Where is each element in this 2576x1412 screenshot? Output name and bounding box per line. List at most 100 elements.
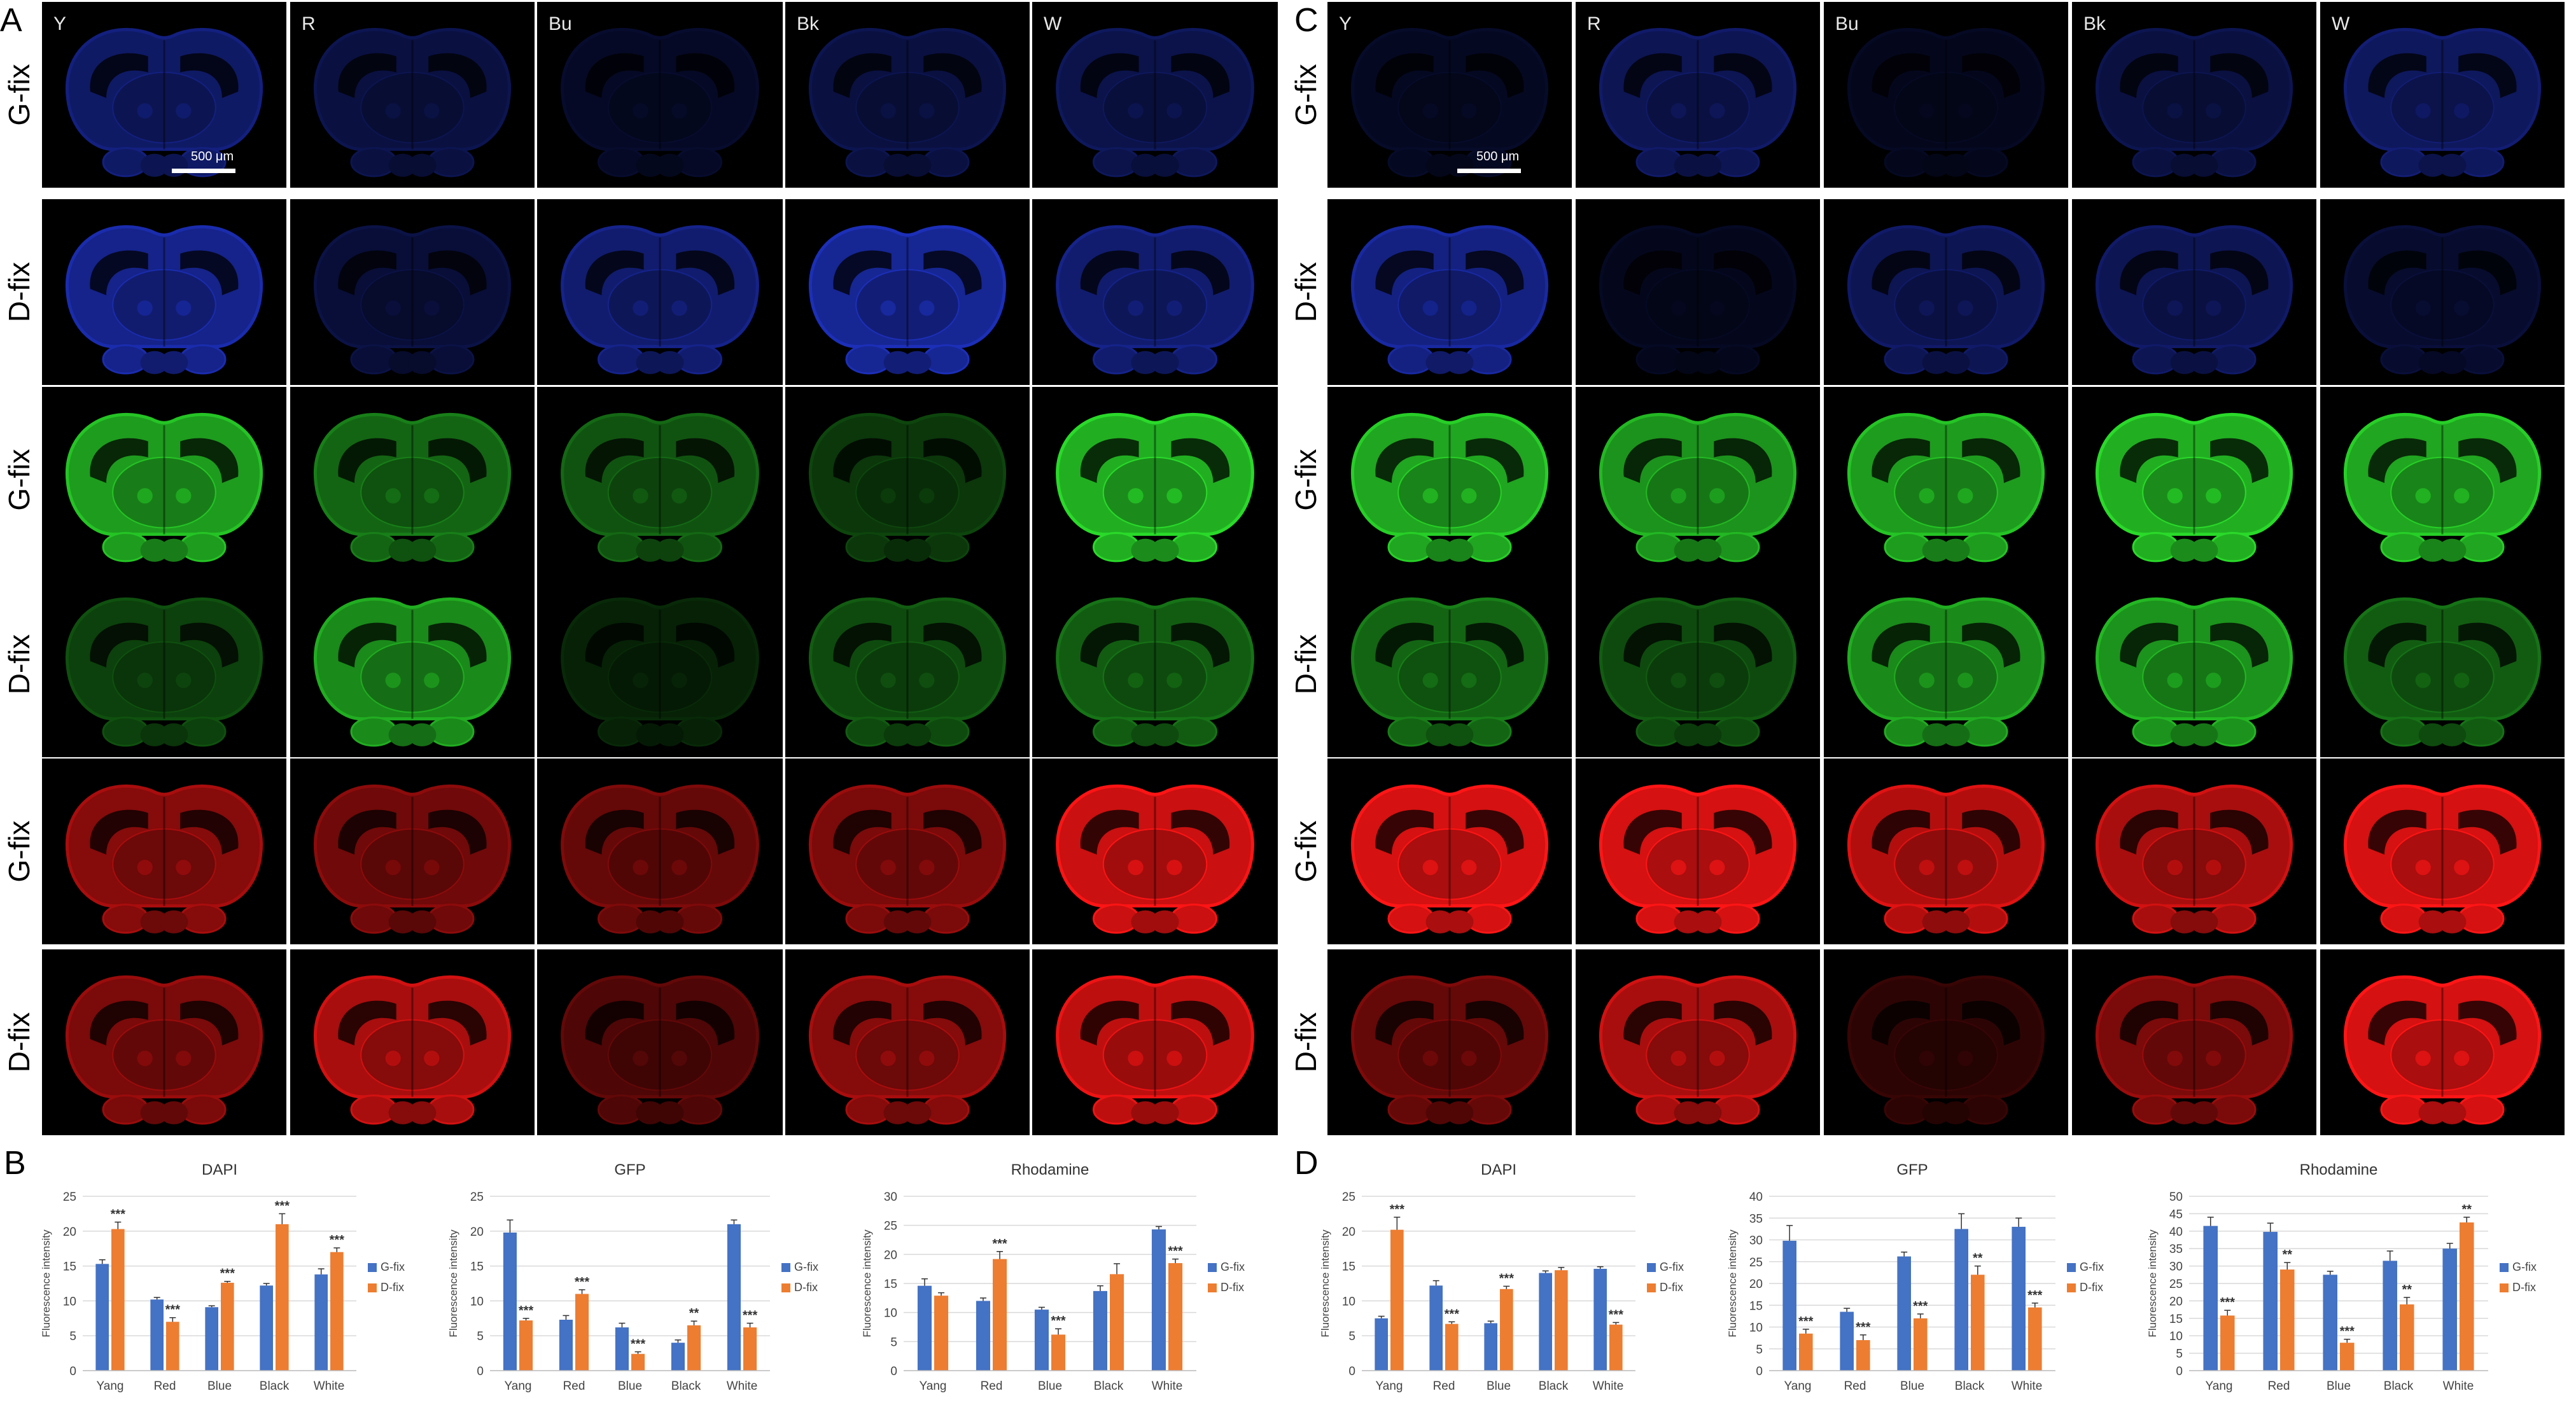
bar — [95, 1264, 109, 1371]
micrograph-tile — [2072, 758, 2316, 944]
micrograph-tile — [2072, 949, 2316, 1135]
y-tick-label: 35 — [1749, 1212, 1763, 1226]
micrograph-tile — [1576, 199, 1820, 385]
y-tick-label: 15 — [470, 1261, 484, 1274]
x-tick-label: Red — [2268, 1380, 2290, 1393]
x-tick-label: Black — [2384, 1380, 2414, 1393]
micrograph-tile: Bk — [785, 2, 1030, 188]
bar — [1555, 1270, 1568, 1371]
panel-letter-a: A — [0, 2, 22, 39]
bar — [2203, 1226, 2218, 1371]
micrograph-tile — [785, 387, 1030, 573]
row-label-a-5: G-fix — [3, 820, 36, 883]
bar — [1799, 1333, 1813, 1371]
bar — [1609, 1324, 1623, 1371]
legend-swatch — [2067, 1263, 2076, 1272]
y-tick-label: 15 — [63, 1261, 76, 1274]
micrograph-tile — [1824, 758, 2068, 944]
micrograph-tile — [2072, 199, 2316, 385]
bar — [976, 1301, 990, 1371]
x-tick-label: Yang — [505, 1380, 532, 1393]
chart-title: GFP — [614, 1161, 645, 1178]
bar — [2028, 1307, 2042, 1371]
bar — [917, 1285, 932, 1371]
y-tick-label: 10 — [2169, 1330, 2183, 1343]
bar — [993, 1259, 1007, 1371]
legend-label: G-fix — [1660, 1261, 1684, 1273]
panel-letter-c: C — [1294, 2, 1319, 39]
significance-marker: *** — [1798, 1315, 1814, 1329]
micrograph-tile — [785, 571, 1030, 757]
column-label: Y — [1339, 13, 1352, 34]
bar — [2263, 1231, 2278, 1371]
legend-label: D-fix — [1221, 1281, 1244, 1294]
x-tick-label: White — [1152, 1380, 1183, 1393]
bar — [260, 1285, 273, 1371]
y-tick-label: 25 — [63, 1191, 76, 1204]
column-label: Y — [53, 13, 67, 34]
y-tick-label: 0 — [477, 1365, 484, 1378]
bar — [1782, 1240, 1796, 1371]
row-label-a-4: D-fix — [3, 634, 36, 695]
y-tick-label: 25 — [1749, 1256, 1763, 1269]
y-axis-label: Fluorescence intensity — [861, 1229, 873, 1338]
significance-marker: *** — [1913, 1299, 1928, 1313]
legend-label: G-fix — [794, 1261, 818, 1273]
micrograph-tile — [2072, 387, 2316, 573]
micrograph-tile — [1327, 949, 1572, 1135]
column-label: Bu — [1835, 13, 1859, 34]
y-tick-label: 0 — [69, 1365, 76, 1378]
legend-label: D-fix — [2080, 1281, 2103, 1294]
y-tick-label: 15 — [1342, 1261, 1355, 1274]
significance-marker: *** — [1445, 1307, 1460, 1321]
bar — [503, 1232, 517, 1371]
column-label: R — [1587, 13, 1601, 34]
x-tick-label: Yang — [920, 1380, 947, 1393]
row-label-a-3: G-fix — [3, 449, 36, 511]
legend-swatch — [1208, 1263, 1217, 1272]
micrograph-tile — [1327, 387, 1572, 573]
bar — [1110, 1274, 1124, 1371]
micrograph-tile — [1576, 387, 1820, 573]
y-tick-label: 10 — [63, 1295, 76, 1308]
legend-swatch — [2500, 1283, 2509, 1292]
significance-marker: *** — [519, 1304, 534, 1318]
bar — [934, 1296, 949, 1371]
y-tick-label: 30 — [2169, 1261, 2183, 1274]
chart-title: GFP — [1896, 1161, 1928, 1178]
x-tick-label: Blue — [1487, 1380, 1511, 1393]
scale-bar — [1457, 169, 1521, 173]
x-tick-label: Red — [1844, 1380, 1866, 1393]
micrograph-tile — [290, 387, 535, 573]
x-tick-label: Black — [1539, 1380, 1569, 1393]
micrograph-tile — [42, 949, 286, 1135]
legend-label: G-fix — [2080, 1261, 2104, 1273]
chart-title: DAPI — [1481, 1161, 1516, 1178]
significance-marker: *** — [1609, 1308, 1624, 1322]
micrograph-tile — [537, 199, 783, 385]
micrograph-tile — [1576, 571, 1820, 757]
scale-bar — [172, 169, 235, 173]
significance-marker: *** — [220, 1267, 235, 1281]
y-tick-label: 5 — [1756, 1343, 1763, 1357]
significance-marker: ** — [2282, 1248, 2292, 1262]
micrograph-tile — [290, 199, 535, 385]
legend-label: D-fix — [381, 1281, 404, 1294]
bar — [1051, 1334, 1066, 1371]
micrograph-tile: Bu — [537, 2, 783, 188]
micrograph-tile — [785, 199, 1030, 385]
bar — [1840, 1311, 1854, 1371]
micrograph-tile — [537, 758, 783, 944]
bar — [1168, 1263, 1183, 1371]
micrograph-tile — [1824, 199, 2068, 385]
legend-swatch — [2067, 1283, 2076, 1292]
x-tick-label: Red — [1433, 1380, 1455, 1393]
y-tick-label: 0 — [890, 1365, 897, 1378]
bar — [276, 1224, 289, 1371]
bar — [1375, 1318, 1388, 1371]
bar — [330, 1252, 344, 1371]
micrograph-tile: Y 500 μm — [1327, 2, 1572, 188]
bar — [575, 1294, 589, 1371]
x-tick-label: Red — [981, 1380, 1003, 1393]
micrograph-tile — [1824, 387, 2068, 573]
